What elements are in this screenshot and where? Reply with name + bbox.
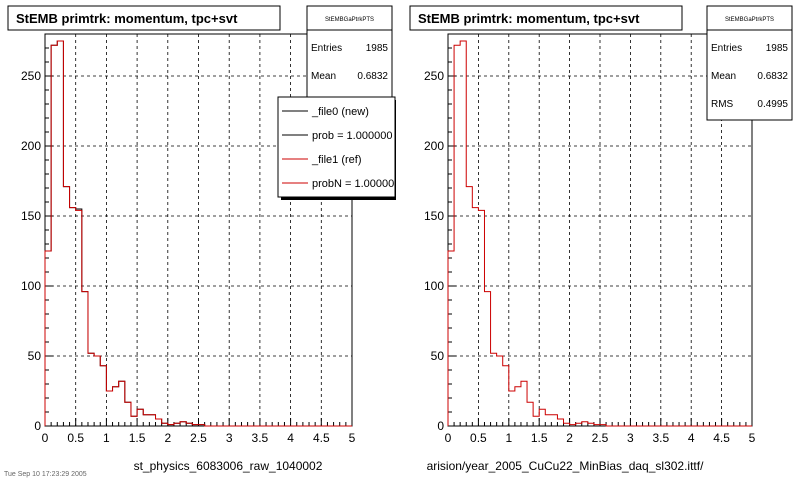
stats-box: StEMBGaPtrkPTS Entries 1985 Mean 0.6832 RMS 0.…	[706, 5, 793, 121]
x-tick-label: 5	[349, 431, 356, 445]
stats-label: Mean	[311, 71, 336, 82]
legend-label: prob = 1.000000	[312, 130, 392, 142]
stats-label: Mean	[711, 71, 736, 82]
stats-box: StEMBGaPtrkPTS Entries 1985 Mean 0.6832	[306, 5, 393, 103]
chart-title: StEMB primtrk: momentum, tpc+svt	[16, 11, 238, 26]
x-tick-label: 1	[103, 431, 110, 445]
x-tick-label: 3	[627, 431, 634, 445]
y-tick-label: 50	[431, 349, 445, 363]
panel-footer-label: st_physics_6083006_raw_1040002	[134, 459, 323, 473]
y-tick-label: 0	[437, 419, 444, 433]
legend-clip	[396, 97, 401, 201]
corner-timestamp: Tue Sep 10 17:23:29 2005	[4, 471, 87, 478]
x-tick-label: 4.5	[313, 431, 330, 445]
legend-frame	[277, 96, 396, 198]
x-tick-label: 0.5	[470, 431, 487, 445]
stats-frame	[706, 5, 793, 121]
x-tick-label: 3	[226, 431, 233, 445]
y-tick-label: 100	[21, 279, 41, 293]
stats-name: StEMBGaPtrkPTS	[725, 17, 774, 23]
y-tick-label: 200	[21, 139, 41, 153]
legend-label: probN = 1.000000	[312, 178, 400, 190]
legend-label: _file1 (ref)	[311, 154, 362, 166]
stats-name: StEMBGaPtrkPTS	[325, 17, 374, 23]
stats-value: 0.4995	[757, 99, 788, 110]
x-tick-label: 0	[445, 431, 452, 445]
stats-label: Entries	[311, 43, 342, 54]
y-tick-label: 0	[34, 419, 41, 433]
histogram-series-2	[44, 40, 352, 427]
x-tick-label: 3.5	[652, 431, 669, 445]
x-tick-label: 2.5	[190, 431, 207, 445]
x-tick-label: 2	[164, 431, 171, 445]
y-tick-label: 50	[28, 349, 42, 363]
x-tick-label: 1.5	[531, 431, 548, 445]
plot-frame	[447, 33, 753, 427]
stats-frame	[306, 5, 393, 103]
x-tick-label: 2	[566, 431, 573, 445]
y-tick-label: 150	[21, 209, 41, 223]
legend: _file0 (new) prob = 1.000000 _file1 (ref) p…	[277, 96, 401, 201]
histogram-series-1	[447, 40, 752, 427]
histogram-panel-2: 0 0.5 1 1.5 2 2.5 3 3.5 4 4.5 5050100150200250StEM…	[409, 5, 793, 473]
legend-label: _file0 (new)	[311, 106, 369, 118]
x-tick-label: 2.5	[592, 431, 609, 445]
x-tick-label: 4	[287, 431, 294, 445]
title-box	[409, 5, 683, 31]
x-tick-label: 3.5	[252, 431, 269, 445]
x-tick-label: 0.5	[67, 431, 84, 445]
x-tick-label: 4.5	[713, 431, 730, 445]
plot-frame	[44, 33, 353, 427]
stats-value: 1985	[766, 43, 789, 54]
x-tick-label: 0	[42, 431, 49, 445]
stats-value: 0.6832	[357, 71, 388, 82]
stats-value: 1985	[366, 43, 389, 54]
y-tick-label: 250	[21, 69, 41, 83]
y-tick-label: 250	[424, 69, 444, 83]
y-tick-label: 100	[424, 279, 444, 293]
stats-value: 0.6832	[757, 71, 788, 82]
x-tick-label: 5	[749, 431, 756, 445]
title-box	[7, 5, 281, 31]
y-tick-label: 200	[424, 139, 444, 153]
x-tick-label: 1.5	[129, 431, 146, 445]
chart-title: StEMB primtrk: momentum, tpc+svt	[418, 11, 640, 26]
grid	[448, 34, 752, 426]
x-tick-label: 4	[688, 431, 695, 445]
grid	[45, 34, 352, 426]
y-tick-label: 150	[424, 209, 444, 223]
x-tick-label: 1	[505, 431, 512, 445]
panel-footer-label: arision/year_2005_CuCu22_MinBias_daq_sl3…	[427, 459, 705, 473]
stats-label: Entries	[711, 43, 742, 54]
histogram-panel-1: 0 0.5 1 1.5 2 2.5 3 3.5 4 4.5 5050100150200250StEM…	[7, 5, 401, 473]
stats-label: RMS	[711, 99, 734, 110]
